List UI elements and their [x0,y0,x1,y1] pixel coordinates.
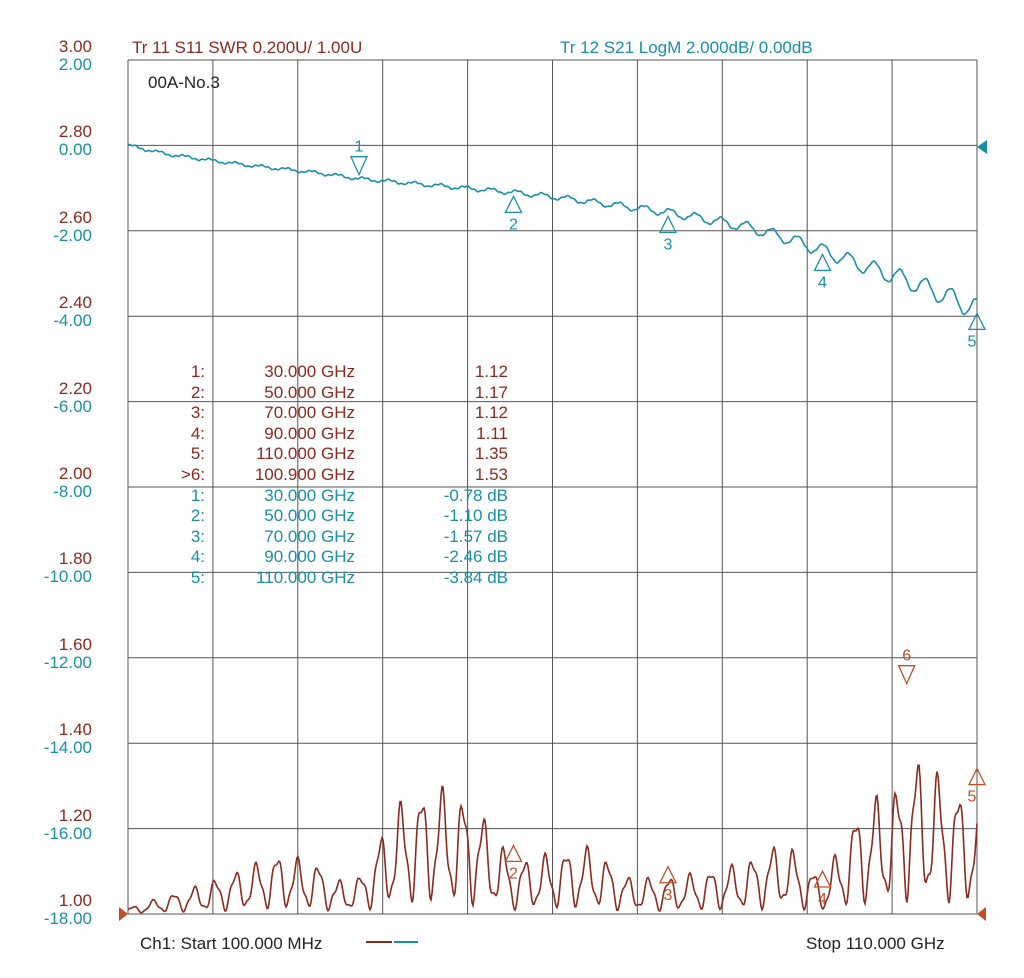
marker-table-freq: 110.000 GHz [225,444,355,464]
start-frequency-label: Ch1: Start 100.000 MHz [140,934,322,954]
marker-s11-4-label: 4 [818,891,827,908]
marker-table-freq: 90.000 GHz [225,547,355,567]
marker-s21-1-label: 1 [355,139,364,156]
marker-s21-4-triangle [814,254,830,270]
marker-s21-2-label: 2 [509,216,518,233]
marker-table-value: 1.12 [400,362,508,382]
marker-table-value: 1.17 [400,383,508,403]
marker-table-num: 5: [140,568,205,588]
marker-s21-3-triangle [660,216,676,232]
marker-table-num: 1: [140,362,205,382]
marker-table-num: 4: [140,424,205,444]
s11-reference-arrow-left [119,907,128,921]
marker-s11-2-label: 2 [509,865,518,882]
marker-table-num: 2: [140,506,205,526]
marker-s11-6-label: 6 [902,648,911,665]
marker-table-num: >6: [140,465,205,485]
marker-table-value: -2.46 dB [400,547,508,567]
marker-table-freq: 100.900 GHz [225,465,355,485]
marker-s11-6-triangle [899,666,915,684]
marker-s21-5-label: 5 [968,333,977,350]
marker-table-freq: 50.000 GHz [225,506,355,526]
marker-table-value: -1.10 dB [400,506,508,526]
marker-table-num: 3: [140,527,205,547]
trace-legend-swatches [366,938,426,948]
marker-table-freq: 110.000 GHz [225,568,355,588]
s11-reference-arrow-right [977,907,986,921]
marker-table-freq: 30.000 GHz [225,362,355,382]
marker-table-freq: 90.000 GHz [225,424,355,444]
marker-table-value: 1.11 [400,424,508,444]
marker-s21-4-label: 4 [818,274,827,291]
marker-table-freq: 70.000 GHz [225,527,355,547]
device-label: 00A-No.3 [148,73,220,92]
marker-table-value: 1.53 [400,465,508,485]
marker-table-freq: 30.000 GHz [225,486,355,506]
marker-table-num: 3: [140,403,205,423]
marker-s11-5-label: 5 [968,789,977,806]
marker-s11-3-triangle [660,867,676,883]
stop-frequency-label: Stop 110.000 GHz [806,934,945,954]
marker-table-value: 1.12 [400,403,508,423]
marker-s21-2-triangle [505,196,521,212]
marker-table-value: -3.84 dB [400,568,508,588]
marker-table-num: 5: [140,444,205,464]
marker-s11-3-label: 3 [664,887,673,904]
marker-table-freq: 70.000 GHz [225,403,355,423]
marker-s21-1-triangle [351,157,367,175]
marker-s21-3-label: 3 [664,236,673,253]
marker-table-num: 2: [140,383,205,403]
marker-table-num: 1: [140,486,205,506]
s21-reference-arrow [977,140,987,154]
marker-table-freq: 50.000 GHz [225,383,355,403]
marker-table-num: 4: [140,547,205,567]
marker-s11-2-triangle [505,845,521,861]
marker-table-value: -1.57 dB [400,527,508,547]
marker-table-value: 1.35 [400,444,508,464]
marker-table-value: -0.78 dB [400,486,508,506]
